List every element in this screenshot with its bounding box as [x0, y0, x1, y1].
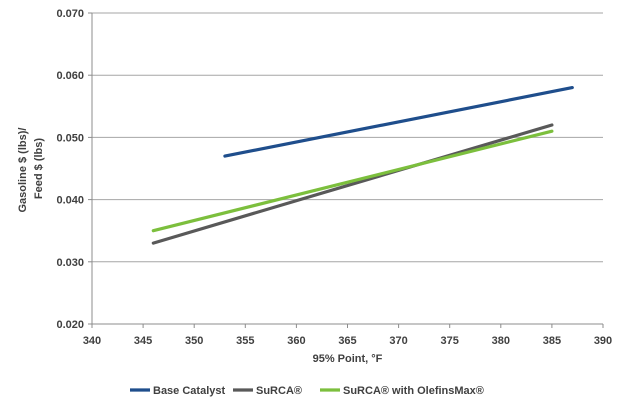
grid: [88, 12, 604, 328]
x-tick-label: 340: [83, 335, 101, 347]
x-tick-label: 390: [594, 335, 612, 347]
x-tick-label: 345: [134, 335, 152, 347]
series-lines: [151, 85, 574, 245]
y-axis-label: Gasoline $ (lbs)/ Feed $ (lbs): [17, 124, 45, 212]
x-tick-label: 380: [492, 335, 510, 347]
series-line-3: [151, 129, 554, 233]
x-tick-label: 375: [441, 335, 459, 347]
legend: Base Catalyst SuRCA® SuRCA® with OlefinsMa…: [130, 385, 484, 397]
y-axis-label-line-1: Gasoline $ (lbs)/: [17, 128, 29, 213]
series-line-2: [151, 123, 554, 245]
x-tick-label: 385: [543, 335, 561, 347]
legend-label-3: SuRCA® with OlefinsMax®: [343, 385, 484, 397]
x-axis-label: 95% Point, °F: [313, 353, 383, 365]
y-tick-label: 0.030: [56, 257, 84, 269]
x-tick-label: 355: [236, 335, 254, 347]
y-tick-label: 0.060: [56, 70, 84, 82]
y-tick-label: 0.020: [56, 319, 84, 331]
x-tick-label: 370: [389, 335, 407, 347]
legend-label-1: Base Catalyst: [153, 385, 225, 397]
series-line-1: [223, 85, 574, 158]
x-tick-label: 350: [185, 335, 203, 347]
x-tick-label: 360: [287, 335, 305, 347]
legend-label-2: SuRCA®: [256, 385, 302, 397]
y-tick-label: 0.050: [56, 132, 84, 144]
y-tick-label: 0.070: [56, 8, 84, 20]
tick-labels: 0.020 0.030 0.040 0.050 0.060 0.070 340 345 350 3…: [56, 8, 612, 347]
y-axis-label-line-2: Feed $ (lbs): [33, 138, 45, 199]
y-tick-label: 0.040: [56, 195, 84, 207]
x-tick-label: 365: [338, 335, 356, 347]
axes: [91, 13, 603, 325]
